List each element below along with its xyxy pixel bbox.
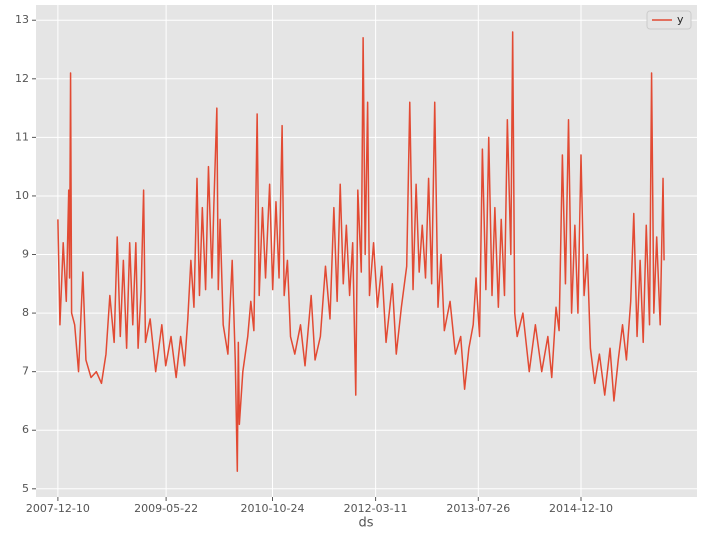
y-tick-label: 5 [22, 482, 29, 495]
x-tick-label: 2010-10-24 [241, 502, 305, 515]
y-tick-label: 13 [15, 13, 29, 26]
x-tick-label: 2013-07-26 [446, 502, 510, 515]
y-tick-label: 11 [15, 130, 29, 143]
y-tick-label: 8 [22, 306, 29, 319]
x-tick-label: 2014-12-10 [549, 502, 613, 515]
x-tick-label: 2012-03-11 [344, 502, 408, 515]
plot-area [36, 5, 697, 497]
legend-label: y [677, 13, 684, 26]
series-line [57, 31, 665, 472]
y-tick-label: 7 [22, 365, 29, 378]
x-axis-label: ds [358, 516, 373, 531]
y-tick-label: 6 [22, 423, 29, 436]
y-tick-label: 9 [22, 248, 29, 261]
y-tick-label: 12 [15, 72, 29, 85]
y-tick-label: 10 [15, 189, 29, 202]
x-tick-label: 2009-05-22 [134, 502, 198, 515]
x-tick-label: 2007-12-10 [26, 502, 90, 515]
